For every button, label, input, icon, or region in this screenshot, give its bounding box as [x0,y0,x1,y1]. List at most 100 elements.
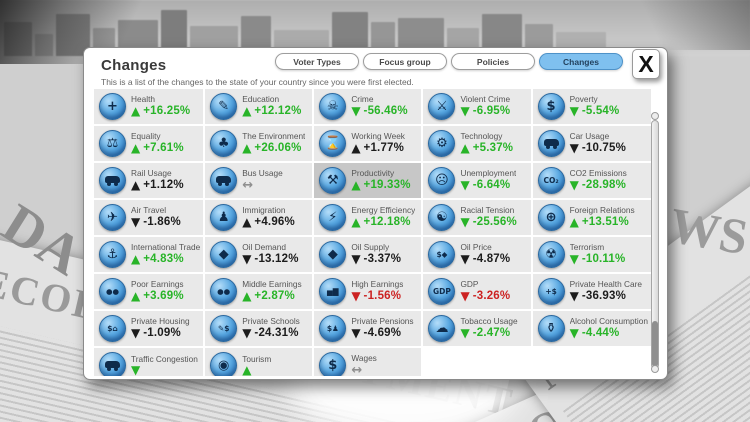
trend-up-green-arrow-icon: ▲ [351,178,361,193]
stat-cell-gdp[interactable]: GDP GDP ▼ -3.26% [423,274,531,309]
stat-cell-private-pensions[interactable]: $♟ Private Pensions ▼ -4.69% [314,311,422,346]
stat-name: Alcohol Consumption [569,316,648,326]
stat-cell-car-usage[interactable]: Car Usage ▼ -10.75% [532,126,651,161]
stat-name: High Earnings [351,279,404,289]
stat-cell-oil-supply[interactable]: ◆ Oil Supply ▼ -3.37% [314,237,422,272]
stat-cell-international-trade[interactable]: ⚓ International Trade ▲ +4.83% [94,237,204,272]
stat-name: Poverty [569,94,598,104]
unemployment-icon: ☹ [428,167,456,194]
trend-down-black-arrow-icon: ▼ [131,215,141,230]
scrollbar-top-knob[interactable] [651,112,659,120]
stat-cell-productivity[interactable]: ⚒ Productivity ▲ +19.33% [314,163,422,198]
stat-value: +7.61% [143,141,184,154]
stat-cell-private-health-care[interactable]: +$ Private Health Care ▼ -36.93% [532,274,651,309]
stat-value: -10.75% [581,141,627,154]
stat-cell-violent-crime[interactable]: ⚔ Violent Crime ▼ -6.95% [423,89,531,124]
stat-cell-middle-earnings[interactable]: ●● Middle Earnings ▲ +2.87% [205,274,313,309]
stat-cell-working-week[interactable]: ⌛ Working Week ▲ +1.77% [314,126,422,161]
photo-shadow-right [590,0,750,50]
stat-cell-high-earnings[interactable]: ▅▇ High Earnings ▼ -1.56% [314,274,422,309]
stat-cell-tourism[interactable]: ◉ Tourism ▲ [205,348,313,376]
trend-up-black-arrow-icon: ▲ [242,215,252,230]
stat-name: Foreign Relations [569,205,635,215]
violent-crime-icon: ⚔ [428,93,456,120]
alcohol-consumption-icon: ⚱ [537,315,565,342]
stat-value: -13.12% [254,252,299,265]
stat-name: Car Usage [569,131,610,141]
stat-value: +1.12% [143,178,184,191]
oil-demand-icon: ◆ [210,241,238,268]
close-button[interactable]: X [632,49,660,79]
trend-down-green-arrow-icon: ▼ [460,178,470,193]
trend-down-green-arrow-icon: ▼ [569,104,579,119]
stat-cell-energy-efficiency[interactable]: ⚡ Energy Efficiency ▲ +12.18% [314,200,422,235]
stat-cell-technology[interactable]: ⚙ Technology ▲ +5.37% [423,126,531,161]
stat-cell-equality[interactable]: ⚖ Equality ▲ +7.61% [94,126,204,161]
tab-focus-group[interactable]: Focus group [363,53,447,70]
stat-value: -4.87% [472,252,511,265]
stat-cell-terrorism[interactable]: ☢ Terrorism ▼ -10.11% [532,237,651,272]
stat-value: -28.98% [581,178,627,191]
trend-up-green-arrow-icon: ▲ [351,215,361,230]
stat-cell-private-schools[interactable]: ✎$ Private Schools ▼ -24.31% [205,311,313,346]
rail-usage-icon [99,167,126,194]
stat-name: Working Week [351,131,405,141]
stat-name: Unemployment [460,168,517,178]
scrollbar[interactable] [651,120,659,369]
stat-cell-rail-usage[interactable]: Rail Usage ▲ +1.12% [94,163,204,198]
stat-name: Immigration [242,205,286,215]
stat-cell-co2-emissions[interactable]: CO₂ CO2 Emissions ▼ -28.98% [532,163,651,198]
stat-cell-air-travel[interactable]: ✈ Air Travel ▼ -1.86% [94,200,204,235]
stat-name: International Trade [131,242,201,252]
stat-cell-oil-demand[interactable]: ◆ Oil Demand ▼ -13.12% [205,237,313,272]
scrollbar-thumb[interactable] [652,321,658,367]
stat-value: +2.87% [254,289,295,302]
stat-name: Oil Supply [351,242,390,252]
stat-cell-foreign-relations[interactable]: ⊕ Foreign Relations ▲ +13.51% [532,200,651,235]
tobacco-usage-icon: ☁ [428,315,456,342]
stat-cell-wages[interactable]: $ Wages ↔ [314,348,422,376]
education-icon: ✎ [210,93,238,120]
tab-changes[interactable]: Changes [539,53,623,70]
stat-cell-traffic-congestion[interactable]: Traffic Congestion ▼ [94,348,204,376]
stat-cell-alcohol-consumption[interactable]: ⚱ Alcohol Consumption ▼ -4.44% [532,311,651,346]
stat-cell-unemployment[interactable]: ☹ Unemployment ▼ -6.64% [423,163,531,198]
stat-cell-racial-tension[interactable]: ☯ Racial Tension ▼ -25.56% [423,200,531,235]
stat-value: -1.56% [363,289,402,302]
trend-up-black-arrow-icon: ▲ [351,141,361,156]
stat-name: Private Schools [242,316,300,326]
scrollbar-bottom-knob[interactable] [651,365,659,373]
crime-icon: ☠ [319,93,347,120]
stat-value: +4.96% [254,215,295,228]
stat-cell-poverty[interactable]: $ Poverty ▼ -5.54% [532,89,651,124]
stat-name: Productivity [351,168,395,178]
stat-cell-the-environment[interactable]: ♣ The Environment ▲ +26.06% [205,126,313,161]
stat-cell-health[interactable]: + Health ▲ +16.25% [94,89,204,124]
stat-cell-crime[interactable]: ☠ Crime ▼ -56.46% [314,89,422,124]
foreign-relations-icon: ⊕ [537,204,565,231]
stat-cell-oil-price[interactable]: $◆ Oil Price ▼ -4.87% [423,237,531,272]
changes-dialog: Changes This is a list of the changes to… [83,47,668,380]
oil-supply-icon: ◆ [319,241,347,268]
technology-icon: ⚙ [428,130,456,157]
stat-value: -1.86% [143,215,181,228]
tab-voter-types[interactable]: Voter Types [275,53,359,70]
stat-value: -56.46% [363,104,408,117]
equality-icon: ⚖ [99,130,126,157]
tab-policies[interactable]: Policies [451,53,535,70]
air-travel-icon: ✈ [99,204,126,231]
stat-cell-private-housing[interactable]: $⌂ Private Housing ▼ -1.09% [94,311,204,346]
trend-up-green-arrow-icon: ▲ [131,104,141,119]
stat-name: Energy Efficiency [351,205,416,215]
stat-cell-bus-usage[interactable]: Bus Usage ↔ [205,163,313,198]
trend-up-green-arrow-icon: ▲ [460,141,470,156]
stat-cell-immigration[interactable]: ♟ Immigration ▲ +4.96% [205,200,313,235]
stat-cell-poor-earnings[interactable]: ●● Poor Earnings ▲ +3.69% [94,274,204,309]
stat-name: Education [242,94,280,104]
stat-cell-tobacco-usage[interactable]: ☁ Tobacco Usage ▼ -2.47% [423,311,531,346]
stat-cell-education[interactable]: ✎ Education ▲ +12.12% [205,89,313,124]
trend-up-green-arrow-icon: ▲ [242,289,252,304]
trend-down-black-arrow-icon: ▼ [569,289,579,304]
gdp-icon: GDP [428,278,456,305]
